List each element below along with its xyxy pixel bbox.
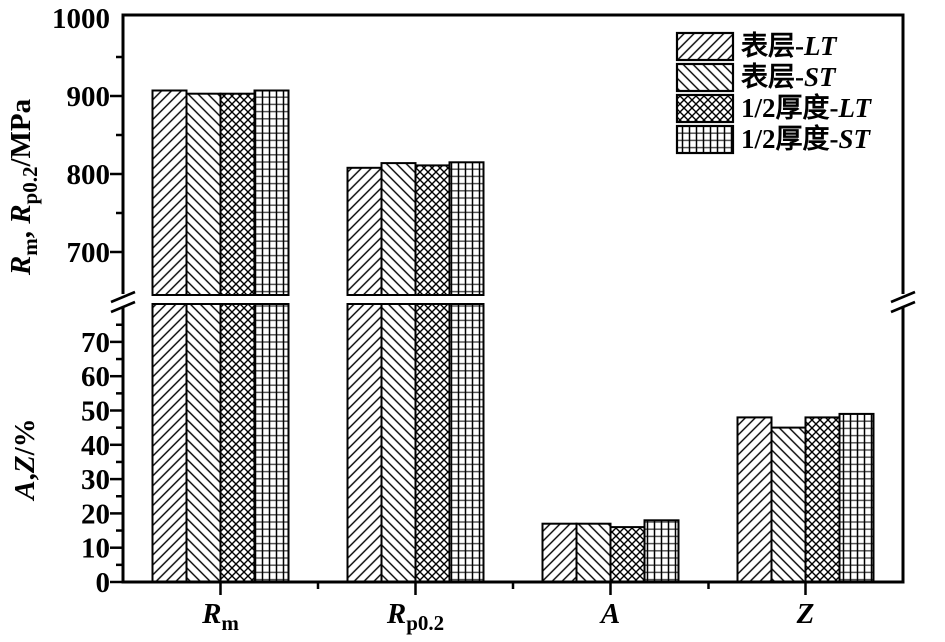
bar-Z-表层-ST xyxy=(770,426,807,583)
bar-A-表层-ST xyxy=(575,522,612,584)
bar-Rm-1/2厚度-LT-upper xyxy=(219,92,256,296)
bar-Rm-表层-LT-lower xyxy=(151,303,188,583)
right-axis-break-icon xyxy=(890,290,916,314)
bar-A-表层-LT xyxy=(541,522,578,584)
legend-label-1/2厚度-LT: 1/2厚度-LT xyxy=(741,92,873,123)
bar-Rp02-表层-ST-upper xyxy=(380,162,417,296)
y-tick-label-50pct: 50 xyxy=(81,396,110,428)
y-axis-title-mpa: Rm, Rp0.2/MPa xyxy=(5,98,42,276)
bar-Rm-1/2厚度-ST-upper xyxy=(253,89,290,296)
bar-Rp02-表层-LT-lower xyxy=(346,303,383,583)
axes-layer xyxy=(110,13,916,595)
bar-Rp02-1/2厚度-ST-upper xyxy=(448,161,485,296)
y-tick-label-40pct: 40 xyxy=(81,430,110,462)
legend-item-表层-LT: 表层-LT xyxy=(675,31,838,62)
y-tick-label-60pct: 60 xyxy=(81,361,110,393)
bar-Rm-表层-ST-upper xyxy=(185,92,222,296)
axis-labels-layer: Rm, Rp0.2/MPa A,Z/% xyxy=(5,98,42,501)
y-tick-label-20pct: 20 xyxy=(81,498,110,530)
x-category-label-Z: Z xyxy=(796,598,815,630)
legend-item-1/2厚度-ST: 1/2厚度-ST xyxy=(675,123,872,155)
bar-Rm-1/2厚度-LT-lower xyxy=(219,303,256,583)
legend-swatch-diagonal-cross xyxy=(675,93,735,124)
y-tick-label-10pct: 10 xyxy=(81,533,110,565)
y-tick-label-70pct: 70 xyxy=(81,327,110,359)
legend-label-表层-ST: 表层-ST xyxy=(741,62,837,92)
legend-label-1/2厚度-ST: 1/2厚度-ST xyxy=(741,123,872,154)
bar-Rm-表层-LT-upper xyxy=(151,89,188,296)
bar-Rp02-1/2厚度-ST-lower xyxy=(448,303,485,583)
y-axis-title-percent: A,Z/% xyxy=(9,418,41,501)
x-category-label-Rp02: Rp0.2 xyxy=(386,598,444,635)
category-labels-layer: Rm Rp0.2 A Z xyxy=(201,598,814,635)
legend-swatch-diagonal-back xyxy=(675,62,735,93)
x-category-label-Rm: Rm xyxy=(201,598,239,635)
legend-label-表层-LT: 表层-LT xyxy=(741,31,838,61)
y-tick-label-0pct: 0 xyxy=(96,567,111,599)
bars-layer xyxy=(151,89,875,584)
bar-Rp02-表层-LT-upper xyxy=(346,166,383,296)
bar-Rm-1/2厚度-ST-lower xyxy=(253,303,290,583)
legend-item-表层-ST: 表层-ST xyxy=(675,62,837,93)
legend-swatch-diagonal-forward xyxy=(675,31,735,62)
bar-Rm-表层-ST-lower xyxy=(185,303,222,583)
bar-Rp02-1/2厚度-LT-lower xyxy=(414,303,451,583)
legend-item-1/2厚度-LT: 1/2厚度-LT xyxy=(675,92,873,124)
y-tick-label-900: 900 xyxy=(67,81,111,113)
y-tick-label-700: 700 xyxy=(67,237,111,269)
bar-Rp02-表层-ST-lower xyxy=(380,303,417,583)
bar-Z-1/2厚度-LT xyxy=(804,416,841,583)
bar-A-1/2厚度-LT xyxy=(609,526,646,583)
bar-A-1/2厚度-ST xyxy=(643,519,680,583)
y-tick-label-800: 800 xyxy=(67,159,111,191)
legend-swatch-grid xyxy=(675,124,735,155)
y-tick-label-1000: 1000 xyxy=(52,3,110,35)
y-axis-break-icon xyxy=(110,290,136,314)
bar-Z-1/2厚度-ST xyxy=(838,412,875,583)
x-category-label-A: A xyxy=(599,598,620,630)
bar-Rp02-1/2厚度-LT-upper xyxy=(414,164,451,296)
bar-Z-表层-LT xyxy=(736,416,773,583)
y-tick-label-30pct: 30 xyxy=(81,464,110,496)
